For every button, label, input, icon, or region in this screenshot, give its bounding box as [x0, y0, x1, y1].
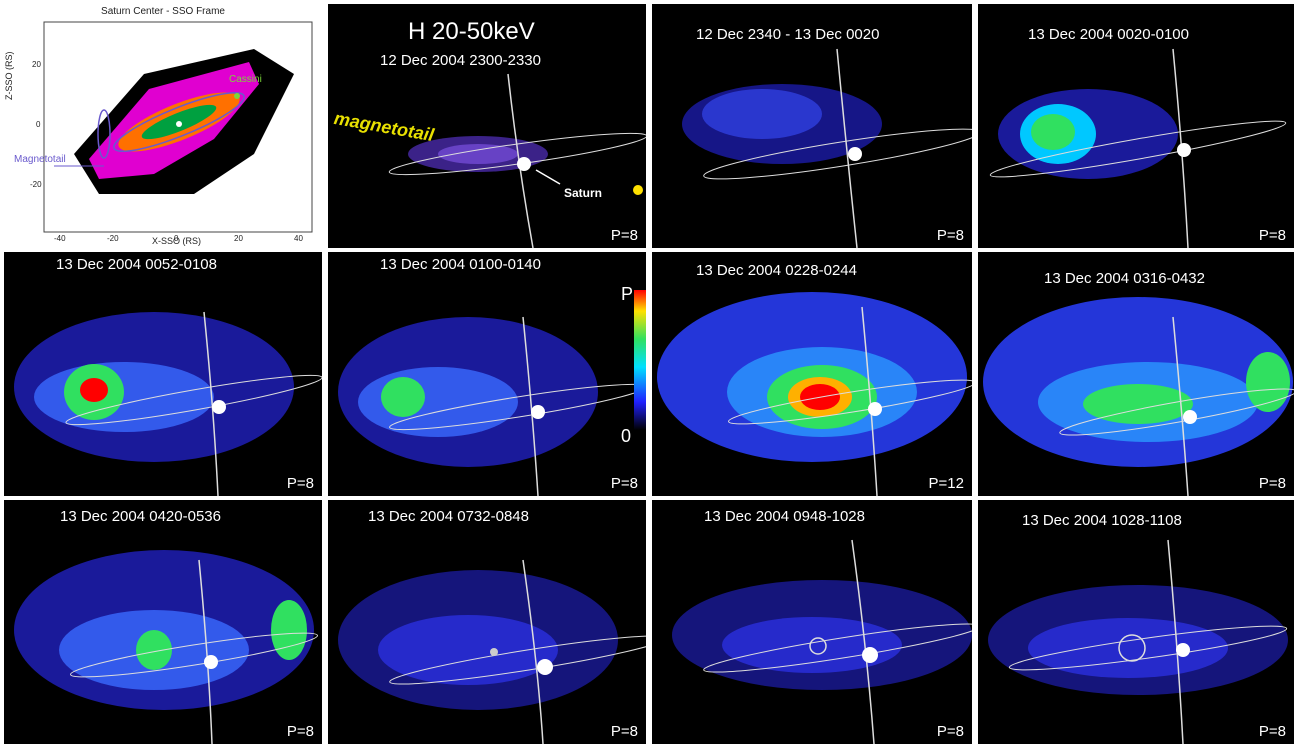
panel-title: 13 Dec 2004 0228-0244 — [696, 262, 857, 279]
panel-title: 13 Dec 2004 0100-0140 — [380, 256, 541, 273]
energy-label: H 20-50keV — [408, 18, 535, 45]
image-panel-11: 13 Dec 2004 1028-1108 P=8 — [978, 500, 1294, 744]
scale-max-label: P — [621, 284, 634, 304]
image-panel-8: 13 Dec 2004 0420-0536 P=8 — [4, 500, 322, 744]
panel-title: 12 Dec 2340 - 13 Dec 0020 — [696, 26, 880, 43]
diagram-title: Saturn Center - SSO Frame — [101, 6, 225, 17]
x-tick: 40 — [294, 234, 303, 243]
panel-title: 13 Dec 2004 0732-0848 — [368, 508, 529, 525]
p-value: P=8 — [1258, 475, 1286, 492]
panel-image — [338, 559, 646, 744]
panel-title: 13 Dec 2004 0420-0536 — [60, 508, 221, 525]
p-value: P=8 — [286, 723, 314, 740]
panel-title: 13 Dec 2004 0052-0108 — [56, 256, 217, 273]
image-panel-3: 13 Dec 2004 0020-0100 P=8 — [978, 4, 1294, 248]
y-tick: 0 — [36, 120, 41, 129]
y-tick: -20 — [30, 180, 42, 189]
panel-image — [989, 48, 1287, 248]
x-tick: -20 — [107, 234, 119, 243]
panel-image — [988, 539, 1288, 744]
panel-title: 13 Dec 2004 0316-0432 — [1044, 270, 1205, 287]
p-value: P=8 — [1258, 723, 1286, 740]
panel-image — [672, 539, 972, 744]
y-tick: 20 — [32, 60, 41, 69]
panel-title: 13 Dec 2004 0948-1028 — [704, 508, 865, 525]
image-panel-5: P 0 13 Dec 2004 0100-0140 P=8 — [328, 252, 646, 496]
image-panel-10: 13 Dec 2004 0948-1028 P=8 — [652, 500, 972, 744]
p-value: P=8 — [936, 723, 964, 740]
x-tick: -40 — [54, 234, 66, 243]
panel-image — [682, 48, 972, 248]
p-value: P=8 — [286, 475, 314, 492]
image-panel-7: 13 Dec 2004 0316-0432 P=8 — [978, 252, 1294, 496]
y-axis-label: Z-SSO (RS) — [4, 51, 14, 101]
scale-min-label: 0 — [621, 426, 632, 446]
image-panel-2: 12 Dec 2340 - 13 Dec 0020 P=8 — [652, 4, 972, 248]
x-tick: 0 — [174, 234, 179, 243]
image-panel-1: H 20-50keV 12 Dec 2004 2300-2330 magneto… — [328, 4, 646, 248]
orbit-diagram: Saturn Center - SSO Frame -40 -20 0 20 4… — [4, 4, 322, 248]
panel-title: 13 Dec 2004 1028-1108 — [1022, 512, 1182, 529]
panel-image — [338, 290, 646, 496]
image-panel-9: 13 Dec 2004 0732-0848 P=8 — [328, 500, 646, 744]
magnetotail-label: Magnetotail — [14, 154, 66, 165]
orbit-plot — [43, 21, 313, 233]
image-panel-4: 13 Dec 2004 0052-0108 P=8 — [4, 252, 322, 496]
panel-title: 13 Dec 2004 0020-0100 — [1028, 26, 1189, 43]
saturn-label: Saturn — [564, 186, 603, 200]
color-scale-bar — [634, 290, 646, 430]
p-value: P=12 — [928, 475, 964, 492]
cassini-label: Cassini — [229, 74, 262, 85]
p-value: P=8 — [610, 227, 638, 244]
panel-image — [388, 73, 646, 248]
p-value: P=8 — [936, 227, 964, 244]
p-value: P=8 — [610, 475, 638, 492]
x-axis-label: X-SSO (RS) — [152, 236, 202, 246]
panel-image — [14, 311, 322, 496]
p-value: P=8 — [1258, 227, 1286, 244]
panel-title: 12 Dec 2004 2300-2330 — [380, 52, 541, 69]
panel-image — [657, 292, 972, 496]
p-value: P=8 — [610, 723, 638, 740]
panel-image — [983, 297, 1294, 496]
panel-image — [14, 550, 318, 744]
x-tick: 20 — [234, 234, 243, 243]
image-panel-6: 13 Dec 2004 0228-0244 P=12 — [652, 252, 972, 496]
